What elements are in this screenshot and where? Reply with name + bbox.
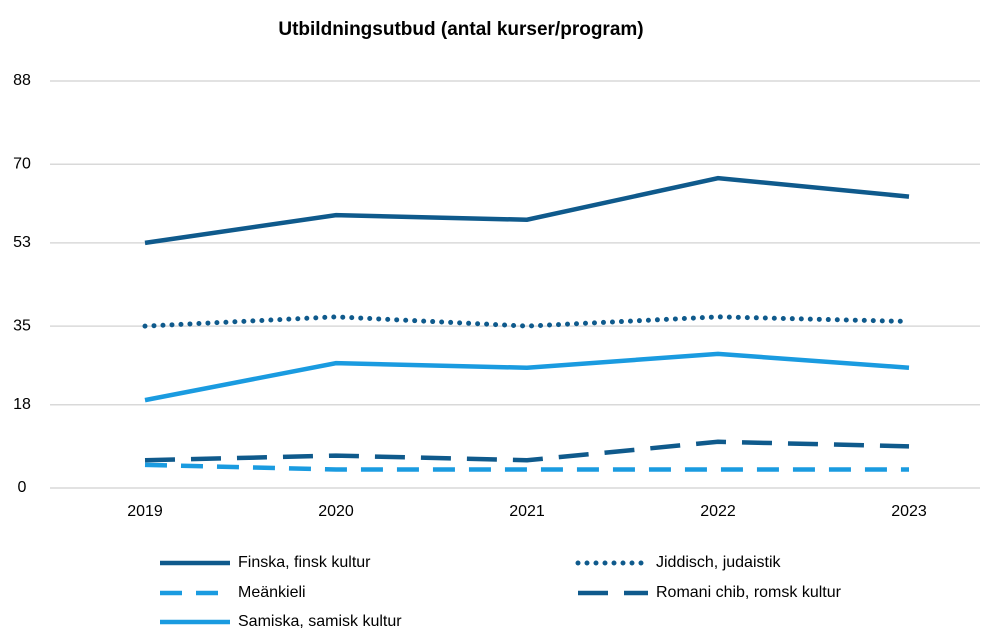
legend-label: Romani chib, romsk kultur: [656, 584, 842, 601]
y-tick-label: 0: [18, 479, 27, 496]
legend-label: Jiddisch, judaistik: [656, 554, 782, 571]
y-tick-label: 35: [13, 317, 31, 334]
series-line: [142, 314, 912, 329]
series-line: [144, 175, 910, 246]
y-tick-label: 88: [13, 72, 31, 89]
legend-label: Samiska, samisk kultur: [238, 613, 402, 630]
x-tick-label: 2019: [127, 503, 163, 520]
y-tick-label: 70: [13, 155, 31, 172]
series-line: [144, 462, 909, 472]
x-tick-label: 2020: [318, 503, 354, 520]
x-tick-label: 2023: [891, 503, 927, 520]
y-tick-label: 53: [13, 234, 31, 251]
y-tick-label: 18: [13, 396, 31, 413]
series-line: [144, 351, 910, 403]
legend-label: Meänkieli: [238, 584, 306, 601]
chart-title: Utbildningsutbud (antal kurser/program): [278, 19, 643, 40]
x-tick-label: 2021: [509, 503, 545, 520]
series-line: [144, 439, 910, 463]
x-tick-label: 2022: [700, 503, 736, 520]
legend-label: Finska, finsk kultur: [238, 554, 371, 571]
